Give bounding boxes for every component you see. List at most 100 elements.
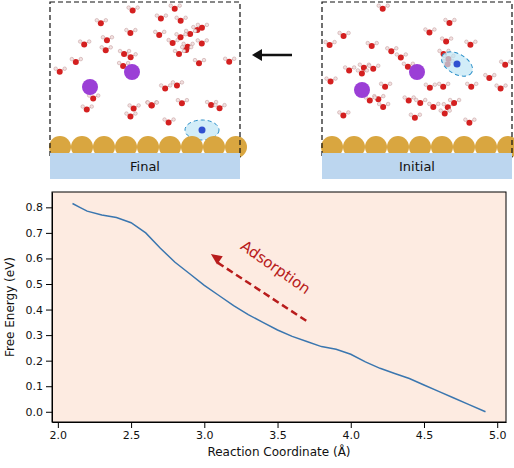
highlight xyxy=(437,47,476,81)
hydrogen-atom xyxy=(182,49,186,53)
oxygen-atom xyxy=(451,100,457,106)
oxygen-atom xyxy=(179,100,185,106)
hydrogen-atom xyxy=(153,30,157,34)
hydrogen-atom xyxy=(382,94,386,98)
hydrogen-atom xyxy=(196,39,200,43)
hydrogen-atom xyxy=(394,46,398,50)
tick-label: 0.2 xyxy=(26,355,44,368)
hydrogen-atom xyxy=(504,84,508,88)
oxygen-atom xyxy=(187,31,193,37)
hydrogen-atom xyxy=(164,14,168,18)
cation xyxy=(409,64,425,80)
oxygen-atom xyxy=(486,75,492,81)
oxygen-atom xyxy=(199,40,205,46)
hydrogen-atom xyxy=(214,103,218,107)
hydrogen-atom xyxy=(473,118,477,122)
hydrogen-atom xyxy=(453,18,457,22)
hydrogen-atom xyxy=(184,16,188,20)
hydrogen-atom xyxy=(438,49,442,53)
cation xyxy=(124,64,140,80)
hydrogen-atom xyxy=(205,39,209,43)
hydrogen-atom xyxy=(155,101,159,105)
hydrogen-atom xyxy=(155,14,159,18)
transition-arrowhead xyxy=(252,49,262,61)
oxygen-atom xyxy=(170,40,176,46)
hydrogen-atom xyxy=(474,40,478,44)
oxygen-atom xyxy=(412,115,418,121)
hydrogen-atom xyxy=(324,40,328,44)
hydrogen-atom xyxy=(338,111,342,115)
hydrogen-atom xyxy=(193,58,197,62)
oxygen-atom xyxy=(502,62,508,68)
tick: 0.3 xyxy=(26,329,53,342)
tick-mark xyxy=(351,422,352,428)
tick: 0.0 xyxy=(26,406,53,419)
hydrogen-atom xyxy=(54,67,58,71)
snapshot-panel: Final xyxy=(49,2,247,179)
hydrogen-atom xyxy=(127,49,131,53)
hydrogen-atom xyxy=(352,66,356,70)
hydrogen-atom xyxy=(125,112,129,116)
hydrogen-atom xyxy=(127,6,131,10)
hydrogen-atom xyxy=(465,40,469,44)
tick: 0.7 xyxy=(26,227,53,240)
hydrogen-atom xyxy=(386,4,390,8)
tick-mark xyxy=(46,361,52,362)
oxygen-atom xyxy=(467,42,473,48)
hydrogen-atom xyxy=(223,103,227,107)
hydrogen-atom xyxy=(159,84,163,88)
hydrogen-atom xyxy=(104,18,108,22)
tick: 2.5 xyxy=(123,422,141,442)
hydrogen-atom xyxy=(192,25,196,29)
label-bar xyxy=(50,153,240,179)
hydrogen-atom xyxy=(189,45,193,49)
tick-label: 3.0 xyxy=(196,429,214,442)
hydrogen-atom xyxy=(375,41,379,45)
oxygen-atom xyxy=(328,79,334,85)
tick-mark xyxy=(424,422,425,428)
snapshot-frame xyxy=(50,2,240,157)
hydrogen-atom xyxy=(96,94,100,98)
snapshot-panel: Initial xyxy=(321,2,514,179)
oxygen-atom xyxy=(199,25,205,31)
hydrogen-atom xyxy=(136,6,140,10)
hydrogen-atom xyxy=(173,49,177,53)
hydrogen-atom xyxy=(79,57,83,61)
hydrogen-atom xyxy=(184,32,188,36)
annotation-arrowhead xyxy=(211,254,223,264)
hydrogen-atom xyxy=(100,46,104,50)
oxygen-atom xyxy=(176,51,182,57)
hydrogen-atom xyxy=(87,40,91,44)
oxygen-atom xyxy=(121,51,127,57)
oxygen-atom xyxy=(84,107,90,113)
hydrogen-atom xyxy=(437,82,441,86)
oxygen-atom xyxy=(446,20,452,26)
tick: 5.0 xyxy=(489,422,507,442)
oxygen-atom xyxy=(430,104,436,110)
oxygen-atom xyxy=(226,59,232,65)
oxygen-atom xyxy=(498,86,504,92)
tick-mark xyxy=(58,422,59,428)
oxygen-atom xyxy=(73,59,79,65)
hydrogen-atom xyxy=(128,104,132,108)
oxygen-atom xyxy=(149,103,155,109)
snapshot-frame xyxy=(322,2,512,157)
oxygen-atom xyxy=(158,16,164,22)
cation xyxy=(82,79,98,95)
hydrogen-atom xyxy=(101,35,105,39)
tick-mark xyxy=(131,422,132,428)
oxygen-atom xyxy=(104,37,110,43)
hydrogen-atom xyxy=(178,4,182,8)
oxygen-atom xyxy=(217,105,223,111)
oxygen-atom xyxy=(178,34,184,40)
oxygen-atom xyxy=(208,102,214,108)
snapshot-label: Initial xyxy=(399,159,435,174)
hydrogen-atom xyxy=(184,29,188,33)
hydrogen-atom xyxy=(118,49,122,53)
oxygen-atom xyxy=(327,42,333,48)
tick-mark xyxy=(46,335,52,336)
tick-mark xyxy=(46,310,52,311)
hydrogen-atom xyxy=(418,113,422,117)
oxygen-atom xyxy=(162,85,168,91)
hydrogen-atom xyxy=(499,60,503,64)
